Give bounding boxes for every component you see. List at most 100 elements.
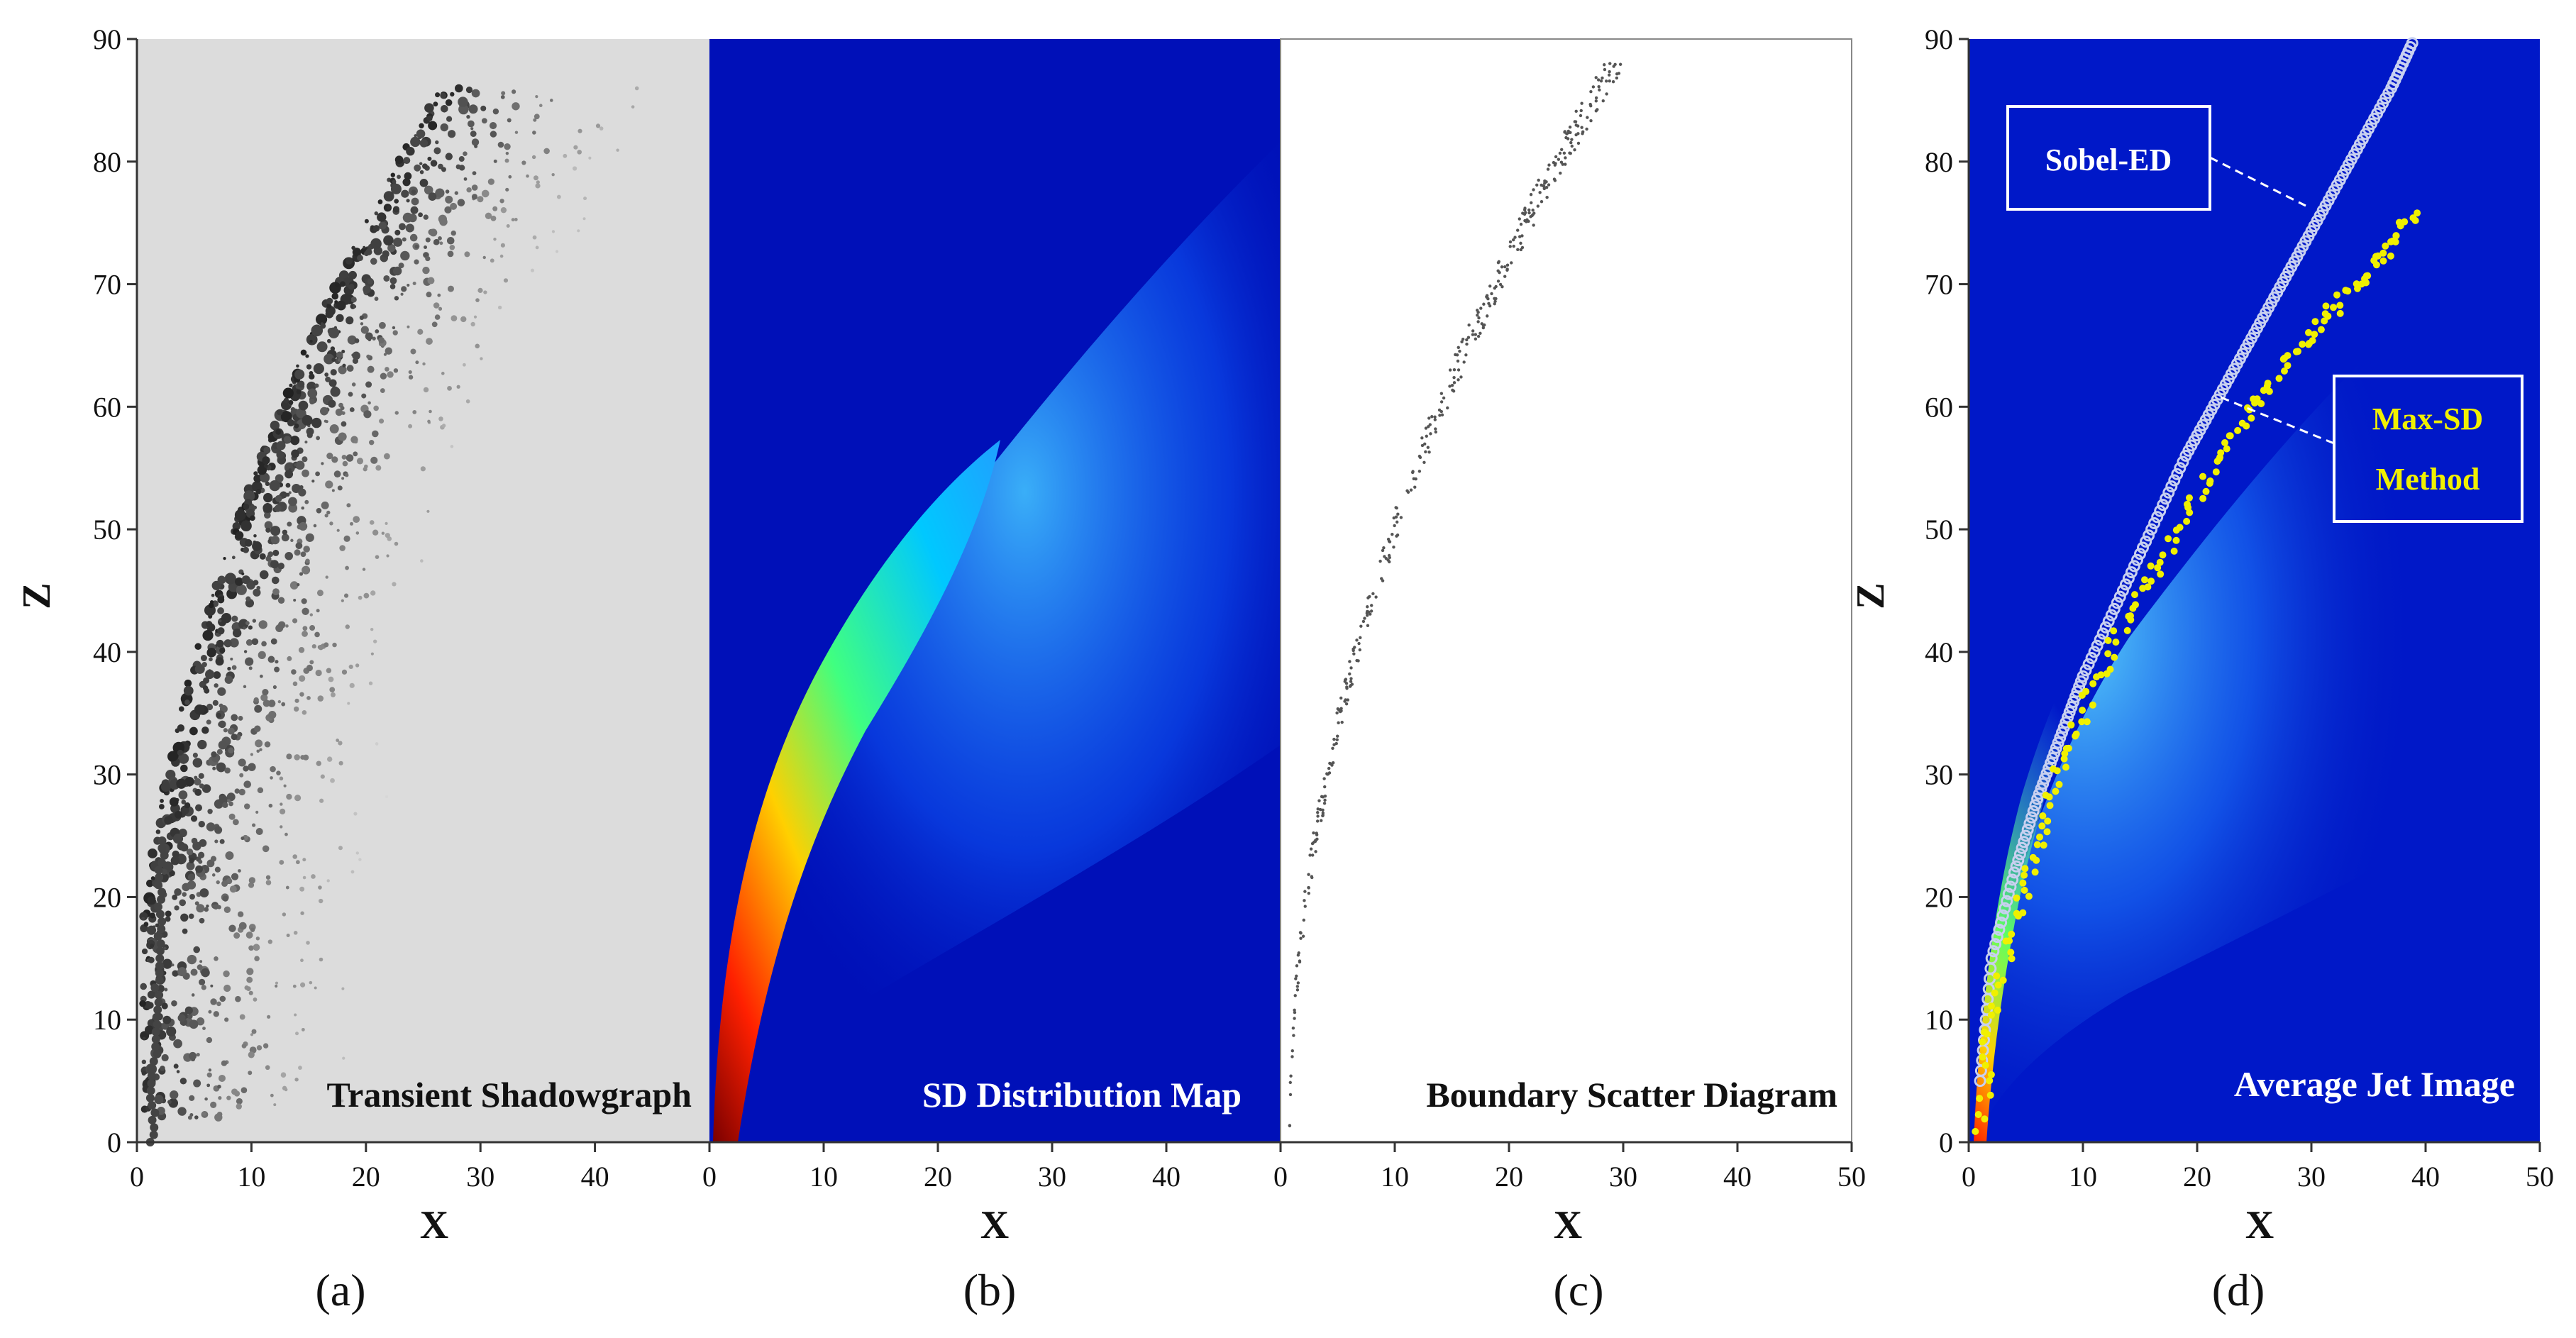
boundary-point: [1482, 302, 1486, 306]
droplet: [172, 834, 184, 844]
average-jet-glow: [1971, 213, 2540, 1142]
droplet: [394, 155, 404, 164]
max-sd-point: [2083, 718, 2091, 726]
droplet: [217, 627, 225, 635]
droplet: [273, 1103, 277, 1107]
boundary-point: [1290, 1049, 1294, 1053]
boundary-point: [1554, 155, 1558, 159]
droplet: [255, 828, 263, 836]
droplet: [577, 150, 582, 155]
droplet: [187, 880, 197, 890]
droplet: [329, 687, 336, 693]
droplet: [425, 237, 431, 243]
droplet: [246, 976, 253, 983]
droplet: [161, 1002, 168, 1010]
droplet: [228, 924, 236, 932]
droplet: [410, 206, 419, 214]
boundary-point: [1396, 512, 1400, 516]
droplet: [280, 1072, 287, 1078]
droplet: [206, 621, 213, 628]
droplet: [245, 931, 253, 939]
droplet: [471, 184, 478, 191]
droplet: [148, 848, 157, 858]
y-tick-label-3-50: 50: [1925, 514, 1953, 546]
droplet: [375, 742, 379, 746]
boundary-point: [1374, 595, 1378, 599]
droplet: [394, 541, 399, 546]
droplet: [365, 381, 372, 388]
droplet: [294, 1078, 299, 1082]
droplet: [306, 941, 310, 945]
boundary-point: [1561, 162, 1564, 166]
boundary-point: [1310, 875, 1314, 878]
droplet: [291, 449, 299, 458]
boundary-point: [1493, 299, 1497, 303]
droplet: [200, 655, 207, 662]
droplet: [389, 277, 397, 284]
boundary-point: [1603, 67, 1607, 72]
droplet: [283, 397, 289, 404]
droplet: [414, 259, 419, 265]
droplet: [201, 968, 210, 978]
max-sd-point: [2147, 562, 2155, 570]
boundary-point: [1336, 707, 1339, 711]
droplet: [167, 751, 178, 762]
droplet: [398, 262, 404, 269]
droplet: [441, 372, 445, 375]
droplet: [352, 351, 360, 360]
max-sd-point: [2248, 414, 2255, 422]
sobel-ed-point: [2002, 888, 2015, 900]
droplet: [177, 1014, 186, 1022]
droplet: [228, 813, 236, 820]
droplet: [427, 277, 435, 284]
boundary-point: [1476, 320, 1480, 324]
boundary-point: [1322, 802, 1327, 805]
droplet: [206, 703, 214, 711]
droplet: [385, 795, 389, 799]
sobel-ed-point: [2025, 811, 2038, 824]
droplet: [326, 297, 333, 304]
droplet: [475, 298, 480, 302]
droplet: [270, 560, 279, 569]
droplet: [445, 99, 453, 106]
boundary-point: [1510, 261, 1513, 265]
boundary-point: [1448, 368, 1452, 372]
sobel-ed-point: [2113, 590, 2126, 603]
droplet: [189, 1113, 194, 1117]
boundary-point: [1308, 853, 1312, 857]
boundary-point: [1293, 1010, 1297, 1014]
boundary-point: [1439, 400, 1444, 404]
droplet: [228, 747, 234, 754]
droplet: [216, 712, 221, 718]
droplet: [146, 879, 154, 888]
droplet: [477, 287, 483, 293]
y-tick-label-0-80: 80: [93, 146, 121, 178]
droplet: [294, 698, 299, 703]
droplet: [392, 266, 402, 276]
x-tick-label-1-20: 20: [924, 1161, 952, 1193]
boundary-point: [1293, 1008, 1296, 1012]
droplet: [318, 885, 322, 890]
droplet: [206, 719, 211, 725]
boundary-point: [1529, 192, 1533, 197]
boundary-point: [1508, 245, 1512, 248]
boundary-point: [1371, 592, 1375, 596]
max-sd-point: [2021, 886, 2028, 894]
droplet: [289, 581, 299, 590]
droplet: [210, 998, 217, 1005]
droplet: [428, 192, 437, 201]
droplet: [265, 513, 271, 519]
droplet: [151, 1027, 160, 1036]
droplet: [181, 800, 187, 805]
droplet: [281, 533, 289, 542]
droplet: [277, 409, 283, 416]
max-sd-point: [2284, 352, 2292, 360]
boundary-point: [1490, 292, 1493, 296]
droplet: [206, 1083, 211, 1088]
max-sd-point: [2294, 348, 2301, 355]
droplet: [433, 101, 438, 107]
boundary-point: [1344, 702, 1349, 706]
sobel-ed-point: [2140, 535, 2152, 548]
droplet: [370, 652, 374, 656]
x-tick-label-1-10: 10: [809, 1161, 838, 1193]
